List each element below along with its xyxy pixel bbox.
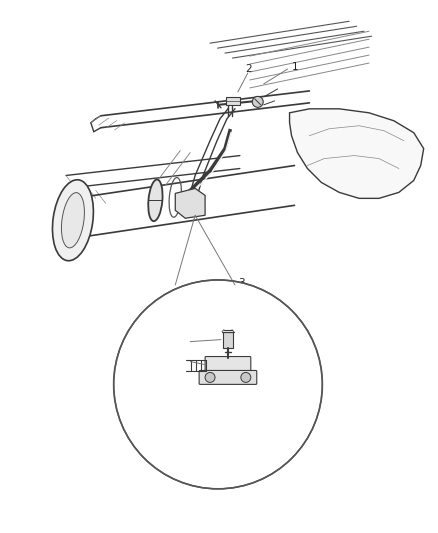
Text: 5: 5 xyxy=(182,357,188,367)
FancyBboxPatch shape xyxy=(199,370,257,384)
Text: 1: 1 xyxy=(292,62,298,72)
Circle shape xyxy=(205,373,215,382)
FancyBboxPatch shape xyxy=(223,332,233,348)
FancyBboxPatch shape xyxy=(226,97,240,105)
Text: 4: 4 xyxy=(182,337,188,346)
Text: 2: 2 xyxy=(245,64,251,74)
Polygon shape xyxy=(290,109,424,198)
Ellipse shape xyxy=(148,180,162,221)
Text: 3: 3 xyxy=(238,278,244,288)
Polygon shape xyxy=(175,188,205,218)
Ellipse shape xyxy=(61,192,85,248)
Circle shape xyxy=(252,96,263,107)
FancyBboxPatch shape xyxy=(205,357,251,373)
Circle shape xyxy=(114,280,322,489)
Ellipse shape xyxy=(53,180,93,261)
Circle shape xyxy=(241,373,251,382)
